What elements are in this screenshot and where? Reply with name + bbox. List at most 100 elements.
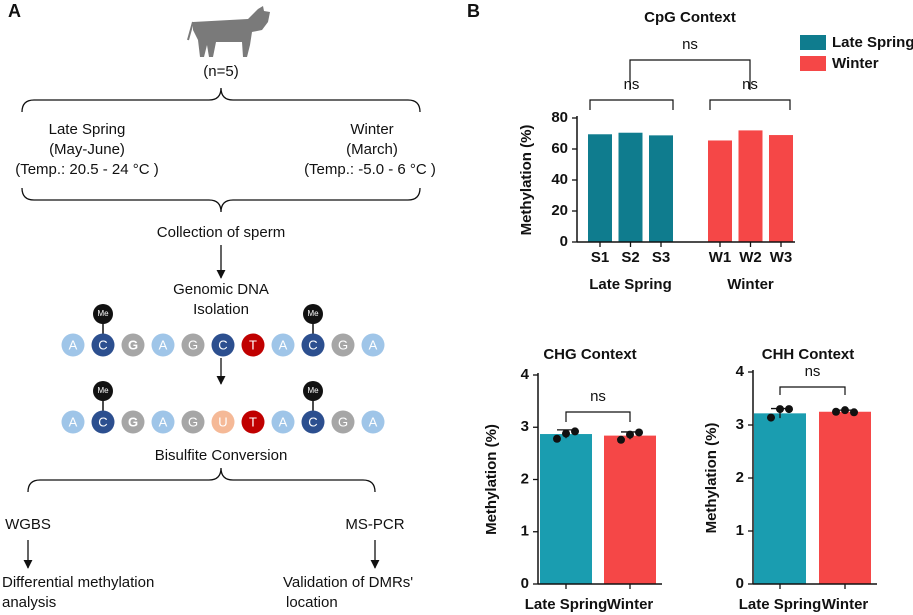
data-point	[767, 413, 775, 422]
result: Differential methylation	[2, 574, 154, 591]
y-tick-label: 0	[521, 575, 529, 592]
base-letter: G	[188, 337, 198, 352]
base	[61, 410, 85, 434]
step: Collection of sperm	[157, 224, 285, 241]
x-tick-label: W2	[739, 249, 762, 266]
base	[241, 333, 265, 357]
base-letter: A	[159, 337, 168, 352]
base-letter: A	[159, 414, 168, 429]
methyl-group	[303, 304, 323, 324]
base	[181, 410, 205, 434]
base	[331, 410, 355, 434]
base-letter: T	[249, 414, 257, 429]
x-tick-label: S3	[652, 249, 670, 266]
base-letter: A	[369, 337, 378, 352]
legend-swatch	[800, 35, 826, 50]
methyl-label: Me	[307, 309, 319, 318]
y-axis-label: Methylation (%)	[518, 125, 535, 236]
data-point	[562, 429, 570, 438]
y-axis-label: Methylation (%)	[703, 423, 720, 534]
base-letter: G	[128, 337, 138, 352]
legend-label: Late Spring	[832, 34, 913, 51]
season-name: Winter	[350, 121, 393, 138]
bar	[708, 140, 732, 242]
bar	[649, 135, 673, 242]
group-label: Winter	[727, 276, 774, 293]
season-months: (May-June)	[49, 141, 125, 158]
bar	[618, 132, 643, 242]
y-tick-label: 3	[736, 416, 744, 433]
base-letter: C	[98, 414, 107, 429]
annotation: ns	[624, 76, 640, 93]
base	[91, 410, 115, 434]
data-point	[617, 435, 625, 444]
x-tick-label: Late Spring	[739, 596, 822, 613]
bar	[588, 134, 612, 242]
annotation: ns	[805, 363, 821, 380]
base	[151, 333, 175, 357]
significance-bracket	[589, 99, 674, 110]
y-tick-label: 40	[551, 171, 568, 188]
base	[61, 333, 85, 357]
base	[211, 410, 235, 434]
y-tick-label: 3	[521, 418, 529, 435]
base	[121, 410, 145, 434]
base-letter: A	[369, 414, 378, 429]
base-letter: G	[338, 337, 348, 352]
chart-title: CHG Context	[543, 346, 636, 363]
base-letter: C	[218, 337, 227, 352]
significance-bracket	[779, 386, 846, 395]
y-tick-label: 1	[521, 523, 529, 540]
season-name: Late Spring	[49, 121, 126, 138]
base	[211, 333, 235, 357]
base-letter: C	[98, 337, 107, 352]
data-point	[785, 405, 793, 414]
season-temp: (Temp.: -5.0 - 6 °C )	[304, 161, 436, 178]
base-letter: G	[128, 414, 138, 429]
bar	[769, 135, 793, 242]
significance-bracket	[565, 411, 631, 422]
y-tick-label: 1	[736, 522, 744, 539]
cow-icon	[187, 6, 270, 57]
step: Genomic DNA	[173, 281, 269, 298]
methyl-group	[93, 381, 113, 401]
group-label: Late Spring	[589, 276, 672, 293]
y-tick-label: 4	[521, 366, 530, 383]
season-temp: (Temp.: 20.5 - 24 °C )	[15, 161, 159, 178]
x-tick-label: S1	[591, 249, 609, 266]
data-point	[850, 408, 858, 417]
result: location	[286, 594, 338, 611]
base	[241, 410, 265, 434]
base	[301, 410, 325, 434]
base	[91, 333, 115, 357]
data-point	[571, 427, 579, 436]
annotation: ns	[682, 36, 698, 53]
base	[181, 333, 205, 357]
base-letter: G	[338, 414, 348, 429]
base-letter: G	[188, 414, 198, 429]
base-letter: U	[218, 414, 227, 429]
legend-label: Winter	[832, 55, 879, 72]
base	[271, 333, 295, 357]
y-tick-label: 20	[551, 202, 568, 219]
step: Isolation	[193, 301, 249, 318]
y-axis-label: Methylation (%)	[483, 424, 500, 535]
base	[361, 410, 385, 434]
base	[301, 333, 325, 357]
base-letter: T	[249, 337, 257, 352]
y-tick-label: 80	[551, 109, 568, 126]
base	[331, 333, 355, 357]
chart-title: CHH Context	[762, 346, 855, 363]
method: MS-PCR	[345, 516, 404, 533]
base	[271, 410, 295, 434]
base-letter: C	[308, 337, 317, 352]
methyl-label: Me	[307, 386, 319, 395]
base	[121, 333, 145, 357]
significance-bracket	[709, 99, 791, 110]
group-size: (n=5)	[203, 63, 238, 80]
x-tick-label: Late Spring	[525, 596, 608, 613]
bar	[540, 434, 592, 584]
legend-swatch	[800, 56, 826, 71]
